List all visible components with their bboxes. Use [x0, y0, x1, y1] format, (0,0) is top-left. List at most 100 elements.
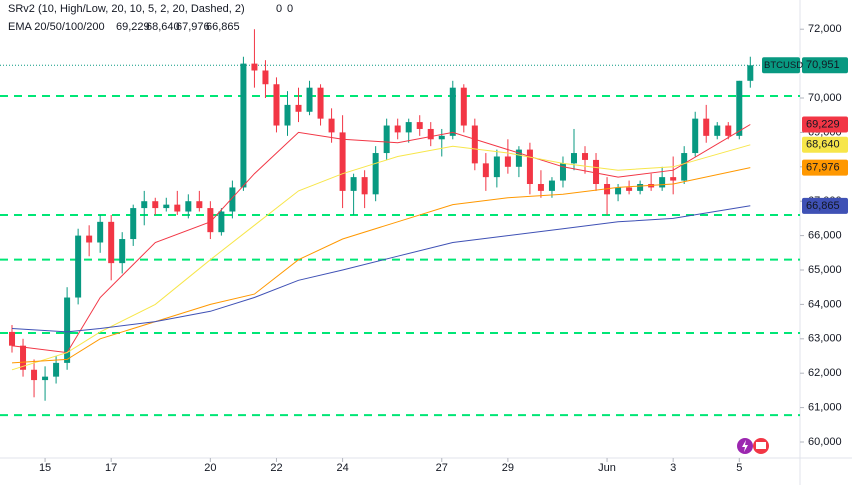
candle-body: [747, 65, 754, 81]
candle-body: [383, 125, 390, 154]
price-badge: [802, 57, 848, 74]
candle-body: [626, 187, 633, 191]
candle-body: [482, 163, 489, 178]
plot-area: [0, 29, 800, 417]
x-tick-label: 5: [736, 462, 742, 474]
indicator-value: 0: [287, 3, 293, 15]
candle-body: [361, 177, 368, 195]
candle-body: [339, 132, 346, 191]
ema-badge-label: 67,976: [806, 162, 840, 174]
candle-body: [471, 125, 478, 164]
ema-value: 68,640: [146, 21, 180, 33]
candle-body: [64, 297, 71, 363]
x-tick-label: 27: [436, 462, 448, 474]
symbol-badge: [762, 57, 800, 74]
y-tick-label: 60,000: [808, 436, 842, 448]
ema-line: [11, 167, 751, 364]
candle-body: [42, 376, 49, 381]
candle-body: [218, 211, 225, 233]
candle-body: [350, 177, 357, 191]
candle-body: [229, 187, 236, 212]
candle-body: [196, 201, 203, 209]
ema-badge-label: 68,640: [806, 139, 840, 151]
candle-body: [372, 153, 379, 195]
price-badge-label: 70,951: [806, 59, 840, 71]
candle-body: [251, 63, 258, 71]
candle-body: [449, 87, 456, 136]
ema-badge: [802, 116, 848, 133]
candle-body: [659, 177, 666, 188]
ema-badge-label: 69,229: [806, 118, 840, 130]
y-tick-label: 62,000: [808, 367, 842, 379]
y-tick-label: 65,000: [808, 264, 842, 276]
candle-body: [416, 122, 423, 129]
candle-body: [593, 159, 600, 185]
candle-body: [31, 369, 38, 381]
flag-icon-glyph: [756, 442, 766, 449]
x-tick-label: 22: [270, 462, 282, 474]
symbol-label: BTCUSD: [764, 60, 803, 71]
candle-body: [438, 135, 445, 140]
y-tick-label: 64,000: [808, 298, 842, 310]
candle-body: [240, 63, 247, 188]
candle-body: [97, 221, 104, 243]
candle-body: [736, 80, 743, 136]
overlay: SRv2 (10, High/Low, 20, 10, 5, 2, 20, Da…: [8, 3, 293, 33]
candle-body: [328, 118, 335, 133]
candle-body: [141, 201, 148, 209]
x-tick-label: 29: [502, 462, 514, 474]
candle-body: [570, 153, 577, 164]
candle-body: [493, 156, 500, 178]
ema-line: [11, 144, 751, 371]
event-icon-glyph: [742, 440, 748, 452]
candle-body: [185, 201, 192, 212]
ema-line: [11, 124, 751, 354]
candle-body: [537, 184, 544, 191]
candle-body: [692, 118, 699, 154]
candle-body: [262, 70, 269, 85]
candle-body: [284, 104, 291, 126]
candle-body: [119, 239, 126, 264]
candle-body: [130, 208, 137, 240]
candle-body: [637, 184, 644, 191]
x-tick-label: 15: [39, 462, 51, 474]
candle-body: [405, 122, 412, 133]
x-tick-label: 24: [336, 462, 348, 474]
candle-body: [20, 345, 27, 370]
candle-body: [559, 163, 566, 181]
indicator-label: EMA 20/50/100/200: [8, 21, 105, 33]
candle-body: [86, 235, 93, 243]
ema-value: 69,229: [116, 21, 150, 33]
ema-badge-label: 66,865: [806, 200, 840, 212]
candle-body: [295, 104, 302, 112]
ema-line: [11, 205, 751, 333]
candle-body: [615, 187, 622, 195]
ema-value: 67,976: [176, 21, 210, 33]
candle-body: [174, 204, 181, 212]
candle-body: [427, 128, 434, 140]
x-tick-label: 20: [204, 462, 216, 474]
candle-body: [548, 180, 555, 191]
y-tick-label: 72,000: [808, 23, 842, 35]
indicator-value: 0: [276, 3, 282, 15]
x-tick-label: Jun: [598, 462, 616, 474]
ema-value: 66,865: [206, 21, 240, 33]
y-tick-label: 70,000: [808, 92, 842, 104]
ema-badge: [802, 136, 848, 153]
candle-body: [582, 153, 589, 160]
y-tick-label: 66,000: [808, 230, 842, 242]
y-tick-label: 63,000: [808, 333, 842, 345]
candle-body: [460, 87, 467, 126]
candle-body: [163, 204, 170, 209]
candle-body: [306, 87, 313, 112]
candle-body: [152, 201, 159, 209]
ema-badge: [802, 197, 848, 214]
candle-body: [703, 118, 710, 136]
candle-body: [670, 177, 677, 181]
candle-body: [9, 331, 16, 346]
candle-body: [725, 125, 732, 136]
candle-body: [53, 362, 60, 377]
candle-body: [515, 149, 522, 167]
candle-body: [394, 125, 401, 133]
